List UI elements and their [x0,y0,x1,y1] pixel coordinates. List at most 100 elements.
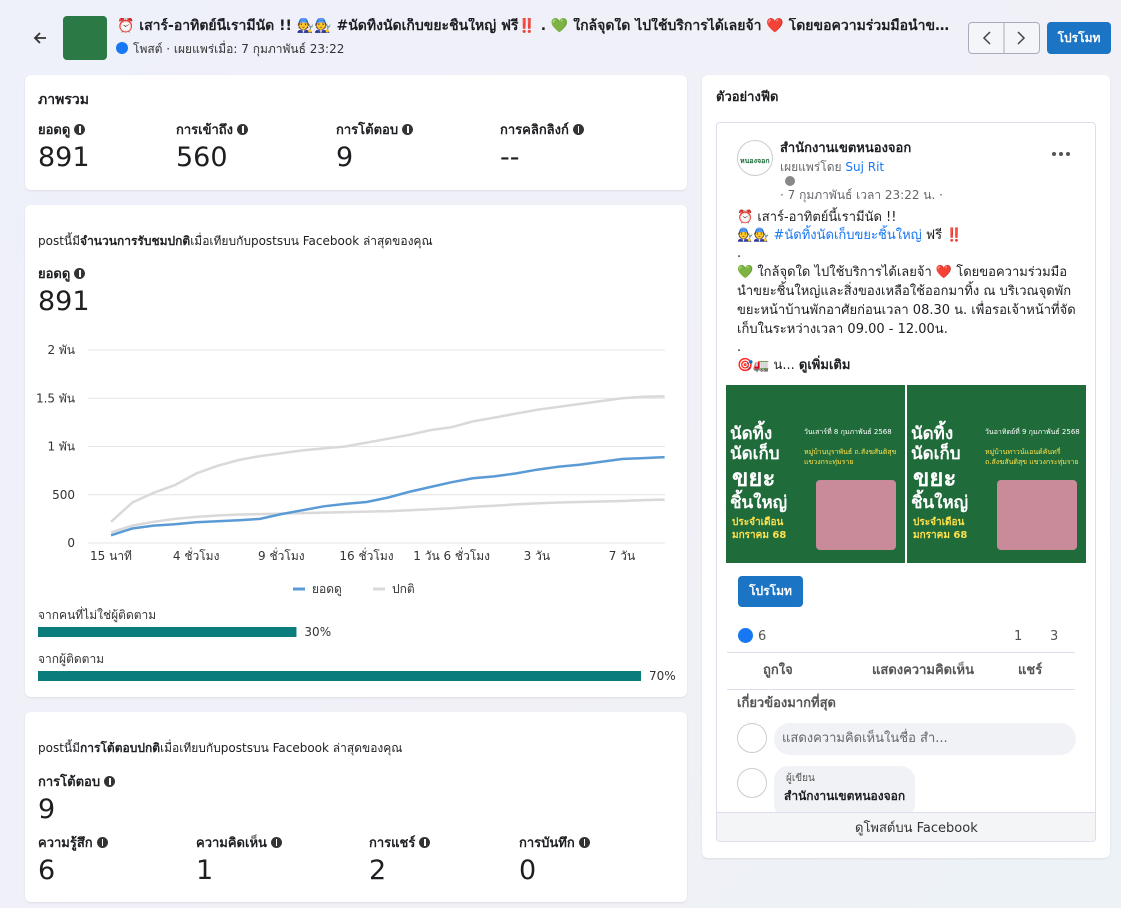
info-icon[interactable] [402,124,414,135]
info-icon[interactable] [419,837,431,848]
info-icon[interactable] [74,268,86,279]
metric-label: การเข้าถึง [176,123,249,139]
text: การโต้ตอบ [38,775,101,790]
text: เผยแพร่โดย [780,160,842,174]
feed-title: ตัวอย่างฟีด [716,90,779,105]
info-icon[interactable] [572,124,584,135]
metric-label: การคลิกลิงก์ [500,123,584,139]
text: การโต้ตอบปกติ [80,741,161,755]
feed-post: หนองจอก สำนักงานเขตหนองจอก เผยแพร่โดย Su… [716,122,1096,842]
overview-card: ภาพรวม ยอดดู 891 การเข้าถึง 560 การโต้ตอบ 9 กา… [25,75,687,190]
post-text: ⏰ เสาร์-อาทิตย์นี้เรามีนัด !! 🧑‍🔧🧑‍🔧 #นั… [737,209,1082,375]
views-card: postนี้มีจำนวนการรับชมปกติเมื่อเทียบกับp… [25,205,687,697]
text: ฟรี ‼️ [921,228,963,243]
nav-buttons[interactable] [968,22,1040,54]
post-image[interactable]: นัดทิ้ง นัดเก็บ ขยะ ชิ้นใหญ่ ประจำเดือน มกราค… [907,385,1086,563]
text-line: 🎯🚛 น... ดูเพิ่มเติม [737,357,1082,375]
y-tick-label: 0 [67,536,75,550]
series-line [110,455,665,537]
image-month: มกราคม 68 [732,530,787,541]
info-icon[interactable] [237,124,249,135]
x-tick-label: 9 ชั่วโมง [258,547,305,563]
metric-value: 1 [196,855,214,886]
info-icon[interactable] [270,837,282,848]
share-count[interactable]: 3 [1050,629,1059,644]
more-menu[interactable] [1051,151,1071,157]
info-icon[interactable] [74,124,86,135]
views-value: 891 [38,286,90,317]
text: postนี้มี [38,234,81,248]
audience-label: จากคนที่ไม่ใช่ผู้ติดตาม [38,606,156,623]
metric-value: 0 [519,855,537,886]
text: ความคิดเห็น [196,836,267,851]
info-icon[interactable] [578,837,590,848]
view-on-facebook[interactable]: ดูโพสต์บน Facebook [717,812,1095,841]
comment-button[interactable]: แสดงความคิดเห็น [872,663,975,678]
share-button[interactable]: แชร์ [1018,663,1043,678]
text: 🎯🚛 น... [737,358,799,373]
info-icon[interactable] [96,837,108,848]
page-logo: หนองจอก [737,140,773,176]
see-more[interactable]: ดูเพิ่มเติม [798,358,851,373]
interactions-value: 9 [38,794,56,825]
y-tick-label: 500 [52,488,75,502]
text: การบันทึก [519,836,575,851]
y-tick-label: 2 พัน [47,343,75,357]
metric-label: ความรู้สึก [38,836,108,852]
page-name[interactable]: สำนักงานเขตหนองจอก [780,141,912,156]
avatar-icon [785,176,795,186]
text: ยอดดู [38,123,71,138]
text-line: 🧑‍🔧🧑‍🔧 #นัดทิ้งนัดเก็บขยะชิ้นใหญ่ ฟรี ‼️ [737,227,1082,245]
promote-button[interactable]: โปรโมท [1047,22,1111,54]
published-by: เผยแพร่โดย Suj Rit [780,159,884,175]
image-month: ประจำเดือน [732,517,784,528]
y-tick-label: 1 พัน [47,440,75,454]
post-image[interactable]: นัดทิ้ง นัดเก็บ ขยะ ชิ้นใหญ่ ประจำเดือน มกราค… [726,385,905,563]
sort-menu[interactable]: เกี่ยวข้องมากที่สุด [737,696,836,711]
info-icon[interactable] [104,776,116,787]
metric-value: 9 [336,142,354,173]
promote-button[interactable]: โปรโมท [738,576,803,607]
view-on-text: ดูโพสต์บน Facebook [855,821,978,836]
text: การเข้าถึง [176,123,234,138]
like-button[interactable]: ถูกใจ [763,663,793,678]
image-photo [816,480,896,550]
series-line-low [110,498,665,534]
text: เมื่อเทียบกับpostsบน Facebook ล่าสุดของค… [190,234,433,248]
text: 🧑‍🔧🧑‍🔧 [737,228,774,243]
comment-name[interactable]: สำนักงานเขตหนองจอก [784,789,906,803]
logo-text: หนองจอก [740,157,770,165]
x-tick-label: 16 ชั่วโมง [339,547,393,563]
text: การคลิกลิงก์ [500,123,569,138]
comment-box[interactable]: แสดงความคิดเห็นในชื่อ สำ... [774,723,1076,755]
x-tick-label: 15 นาที [90,549,132,563]
like-icon [738,628,753,643]
views-chart: 0 500 1 พัน 1.5 พัน 2 พัน 15 นาที 4 ชั่วโมง 9 ช… [36,343,676,683]
image-date: วันเสาร์ที่ 8 กุมภาพันธ์ 2568 [804,428,892,436]
audience-bar [38,671,641,681]
interactions-desc: postนี้มีการโต้ตอบปกติเมื่อเทียบกับposts… [38,740,402,756]
metric-label: การโต้ตอบ [336,123,414,139]
image-month: ประจำเดือน [913,517,965,528]
commenter-avatar [737,768,767,798]
author[interactable]: Suj Rit [845,160,885,174]
text-line: . [737,340,742,355]
text: การแชร์ [369,836,416,851]
image-photo [997,480,1077,550]
y-tick-label: 1.5 พัน [36,391,75,405]
reaction-count[interactable]: 6 [758,629,767,644]
x-tick-label: 4 ชั่วโมง [173,547,220,563]
x-tick-label: 3 วัน [524,549,550,563]
audience-value: 70% [649,669,676,683]
comment-bubble: ผู้เขียน สำนักงานเขตหนองจอก [774,766,915,818]
post-date[interactable]: · 7 กุมภาพันธ์ เวลา 23:22 น. · [780,188,943,202]
hashtag[interactable]: #นัดทิ้งนัดเก็บขยะชิ้นใหญ่ [773,228,922,243]
comment-count[interactable]: 1 [1014,629,1023,644]
metric-label: ความคิดเห็น [196,836,282,852]
series-line [110,395,665,523]
image-place: หมู่บ้านทาวน์แอนด์คันทรี่ ถ.สังฆสันติสุข… [985,448,1079,466]
audience-label: จากผู้ติดตาม [38,652,104,667]
back-arrow[interactable] [32,30,48,46]
image-month: มกราคม 68 [913,530,968,541]
